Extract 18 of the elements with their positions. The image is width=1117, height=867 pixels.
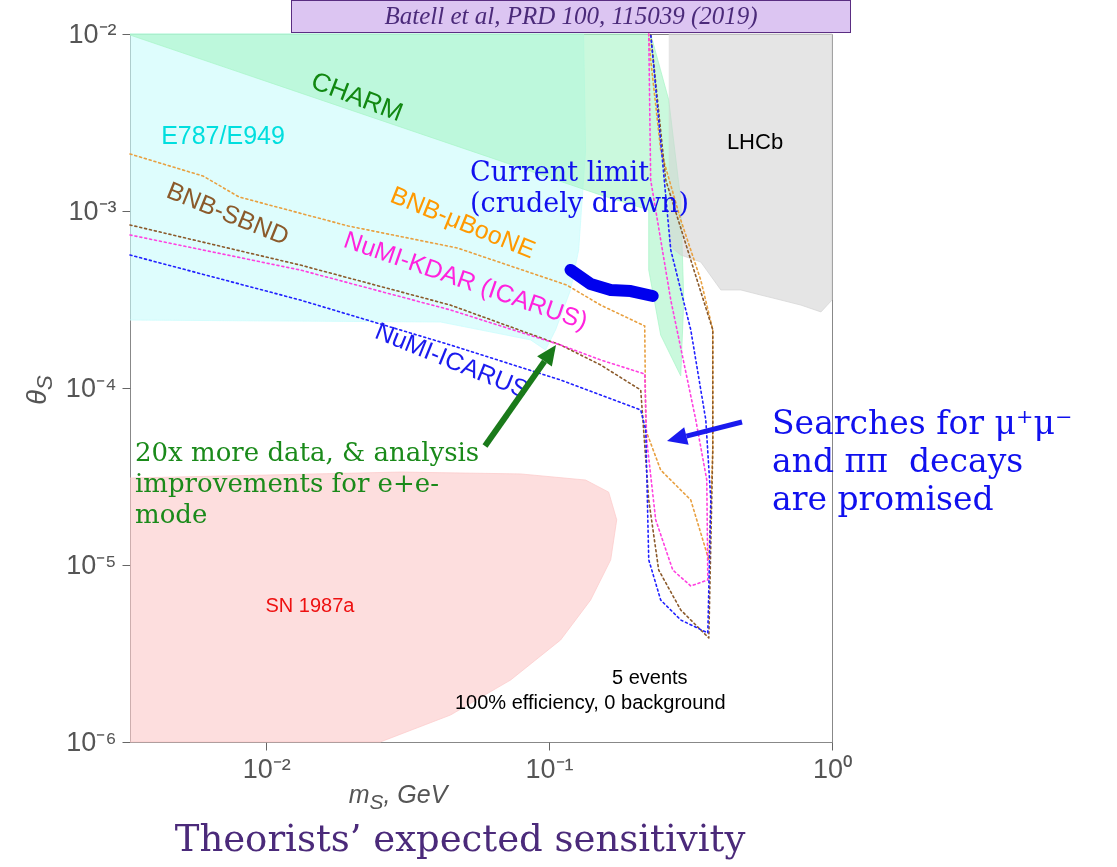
y-tick-label: 10⁻⁵ bbox=[66, 549, 117, 580]
annotation: 5 events bbox=[612, 666, 688, 689]
series-label: LHCb bbox=[726, 129, 784, 155]
y-tick-label: 10⁻⁶ bbox=[66, 726, 117, 757]
annotation: Searches for μ⁺μ⁻ and ππ decays are promised bbox=[772, 403, 1073, 518]
text: Theorists’ expected sensitivity bbox=[174, 817, 746, 861]
y-tick-label: 10⁻³ bbox=[68, 195, 117, 226]
x-tick-label: 10⁻¹ bbox=[525, 753, 574, 784]
y-tick-label: 10⁻² bbox=[68, 18, 117, 49]
series-label: E787/E949 bbox=[161, 120, 285, 150]
annotation: 20x more data, & analysis improvements for e+e- mode bbox=[135, 437, 480, 531]
series-label: SN 1987a bbox=[265, 593, 355, 617]
x-tick-label: 10⁻² bbox=[242, 753, 291, 784]
y-tick-label: 10⁻⁴ bbox=[65, 372, 117, 403]
annotation: 100% efficiency, 0 background bbox=[455, 691, 726, 714]
caption-box: Batell et al, PRD 100, 115039 (2019) bbox=[291, 0, 851, 33]
x-axis-title: m$_{S}$, GeV bbox=[348, 780, 448, 814]
x-tick-label: 10⁰ bbox=[812, 753, 853, 784]
